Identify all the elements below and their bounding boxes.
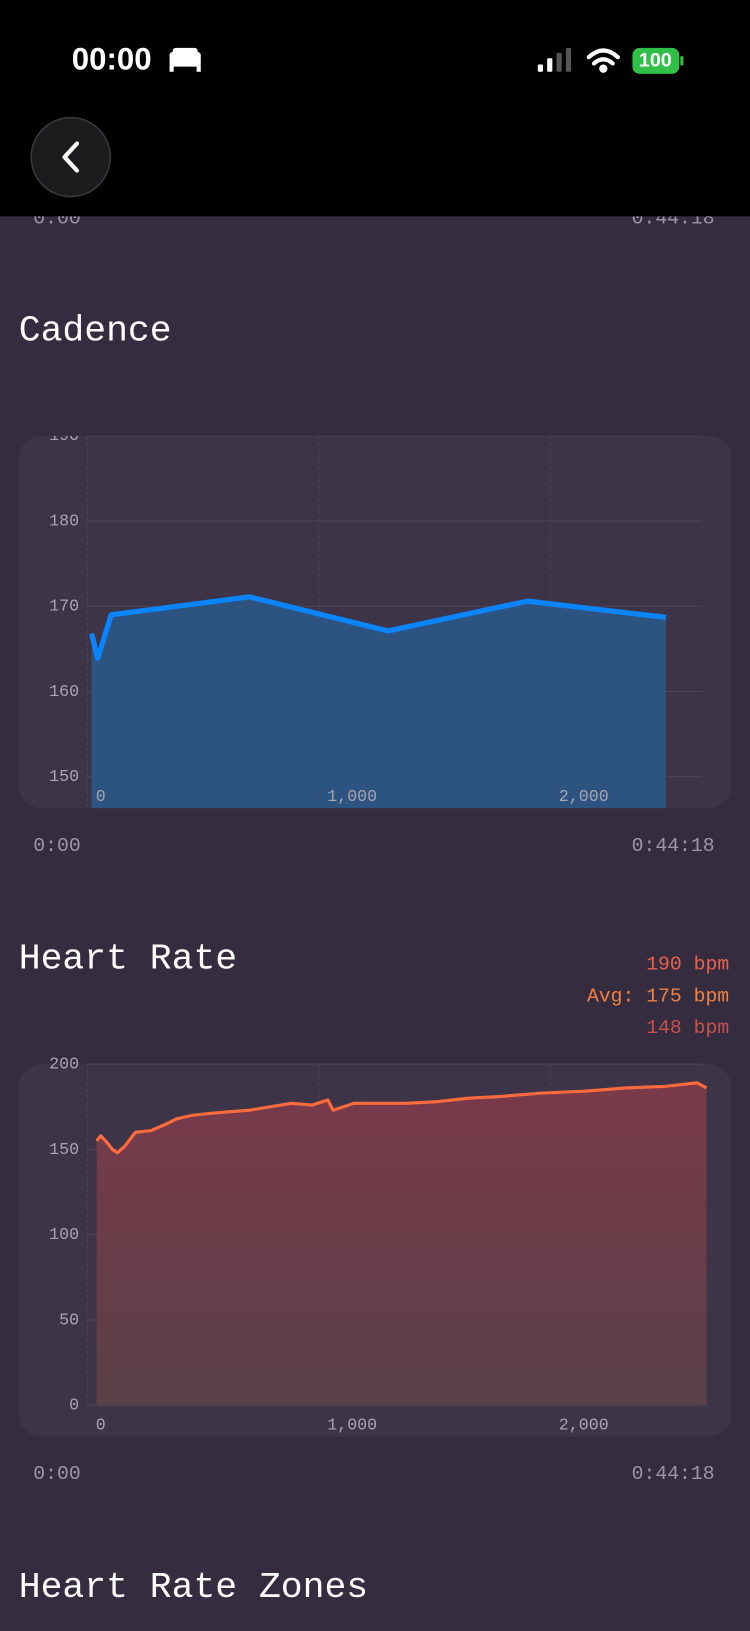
section-title: Cadence	[19, 310, 172, 351]
clock: 00:00	[72, 42, 152, 77]
wifi-icon	[586, 48, 620, 73]
section-title: Heart Rate	[19, 939, 237, 980]
area	[91, 596, 667, 809]
y-tick-label: 180	[49, 511, 79, 530]
y-tick-label: 150	[49, 767, 79, 786]
range-start: 0:00	[33, 1463, 80, 1485]
y-tick-label: 200	[49, 1054, 79, 1073]
y-tick-label: 170	[49, 597, 79, 616]
section-title: Heart Rate Zones	[19, 1567, 368, 1608]
area	[96, 1082, 707, 1406]
max-label: 190 bpm	[646, 953, 729, 975]
y-tick-label: 50	[59, 1310, 79, 1329]
x-tick-label: 1,000	[327, 1415, 377, 1434]
cadence-chart: 150 160 170 180 190 0 1,000 2,000	[49, 426, 703, 809]
line	[95, 1081, 708, 1155]
line	[89, 594, 667, 661]
y-tick-label: 150	[49, 1140, 79, 1159]
y-tick-label: 0	[69, 1396, 79, 1415]
range-end: 0:44:18	[632, 835, 715, 857]
x-tick-label: 0	[96, 1415, 106, 1434]
heart-rate-chart: 0 50 100 150 200 0 1,000 2,000	[49, 1054, 708, 1434]
range-end: 0:44:18	[632, 1463, 715, 1485]
y-tick-label: 100	[49, 1225, 79, 1244]
avg-label: Avg: 175 bpm	[587, 986, 729, 1008]
range-start: 0:00	[33, 835, 80, 857]
header	[0, 0, 750, 217]
x-tick-label: 2,000	[559, 1415, 609, 1434]
back-button[interactable]	[30, 116, 112, 198]
battery-tip	[680, 56, 684, 66]
battery	[632, 47, 680, 74]
y-tick-label: 160	[49, 682, 79, 701]
battery-level: 100	[639, 50, 672, 72]
min-label: 148 bpm	[646, 1017, 729, 1039]
x-tick-label: 2,000	[559, 787, 609, 806]
x-tick-label: 0	[96, 787, 106, 806]
sleep-icon	[169, 47, 201, 72]
x-tick-label: 1,000	[327, 787, 377, 806]
y-tick-label: 190	[49, 426, 79, 445]
signal-icon	[537, 47, 572, 72]
